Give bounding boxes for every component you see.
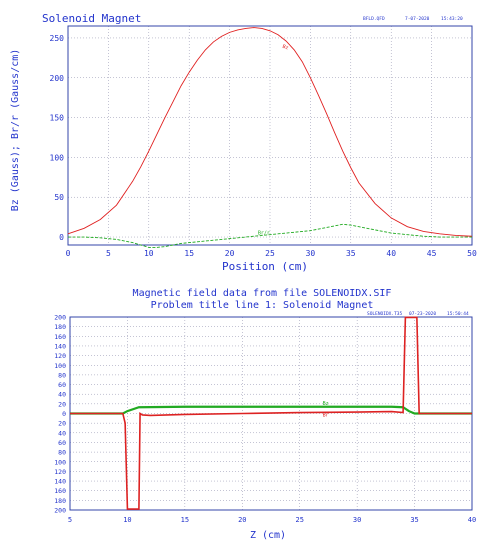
- chart2-y-tick-label: 100: [54, 458, 66, 466]
- chart1-y-tick-label: 250: [50, 34, 65, 43]
- chart2-y-tick-label: 60: [58, 439, 66, 447]
- chart2-title: Magnetic field data from file SOLENOIDX.…: [133, 288, 392, 299]
- chart2-series-bz: [70, 405, 472, 415]
- chart1-frame: [67, 25, 473, 246]
- chart1-y-tick-label: 100: [50, 153, 65, 162]
- chart2-x-tick-label: 40: [468, 516, 476, 524]
- chart2-subtitle: Problem title line 1: Solenoid Magnet: [151, 300, 374, 311]
- chart1-y-tick-label: 150: [50, 114, 65, 123]
- chart2-y-tick-label: 180: [54, 323, 66, 331]
- chart2-y-tick-label: 120: [54, 352, 66, 360]
- chart2-y-tick-label: 100: [54, 362, 66, 370]
- chart1-header-file: BFLD.QFD: [363, 16, 385, 22]
- chart2-y-tick-label: 120: [54, 468, 66, 476]
- chart2-x-tick-label: 30: [353, 516, 361, 524]
- chart2-x-axis-label: Z (cm): [250, 530, 286, 541]
- chart1-x-tick-label: 40: [386, 249, 396, 258]
- chart1-series-br-r: [68, 223, 472, 248]
- chart2-y-tick-label: 20: [58, 400, 66, 408]
- chart1-x-axis-label: Position (cm): [222, 260, 308, 273]
- chart2-y-tick-label: 20: [58, 420, 66, 428]
- chart2-plot: 5 10 15 20 25 30 35 402001801601401201008060402…: [54, 314, 476, 525]
- chart2-header-time: 15:50:44: [447, 311, 469, 317]
- chart2-y-tick-label: 200: [54, 314, 66, 322]
- chart2-x-tick-label: 20: [238, 516, 246, 524]
- chart2-y-tick-label: 80: [58, 371, 66, 379]
- chart2-y-tick-label: 140: [54, 342, 66, 350]
- chart1-title: Solenoid Magnet: [42, 12, 141, 25]
- chart2-series-label-bz: Bz: [323, 401, 329, 407]
- chart1-series-label-br-r: Br/r: [258, 231, 270, 237]
- chart2-y-tick-label: 160: [54, 487, 66, 495]
- chart2-header-date: 07-23-2020: [409, 311, 436, 317]
- chart2-x-tick-label: 25: [295, 516, 303, 524]
- chart1-x-tick-label: 10: [144, 249, 154, 258]
- chart1-x-tick-label: 15: [184, 249, 194, 258]
- chart1-x-tick-label: 5: [106, 249, 111, 258]
- chart2-y-tick-label: 60: [58, 381, 66, 389]
- chart2-y-tick-label: 40: [58, 429, 66, 437]
- chart2-y-tick-label: 80: [58, 449, 66, 457]
- chart1-y-tick-label: 50: [54, 193, 64, 202]
- chart1-x-tick-label: 0: [66, 249, 71, 258]
- chart1-header-date: 7-07-2020: [405, 16, 430, 22]
- chart2-y-tick-label: 140: [54, 478, 66, 486]
- chart1-y-tick-label: 0: [59, 233, 64, 242]
- chart2-series-label-br: Br: [323, 412, 329, 418]
- chart1-series-bz: [67, 27, 473, 237]
- chart2-x-tick-label: 5: [68, 516, 72, 524]
- chart2-y-tick-label: 0: [62, 410, 66, 418]
- chart1-x-tick-label: 30: [306, 249, 316, 258]
- chart1-y-tick-label: 200: [50, 74, 65, 83]
- chart1-x-tick-label: 45: [427, 249, 437, 258]
- chart2-y-tick-label: 200: [54, 507, 66, 515]
- chart1-series-label-bz: Bz: [281, 44, 289, 52]
- chart1-x-tick-label: 20: [225, 249, 235, 258]
- chart2-header-file: SOLENOIDX.T35: [367, 311, 403, 317]
- chart2-y-tick-label: 160: [54, 333, 66, 341]
- chart2-y-tick-label: 40: [58, 391, 66, 399]
- chart2-x-tick-label: 10: [123, 516, 131, 524]
- chart2-x-tick-label: 15: [181, 516, 189, 524]
- chart2-x-tick-label: 35: [410, 516, 418, 524]
- chart2-series-br: [70, 316, 472, 510]
- chart2-y-tick-label: 180: [54, 497, 66, 505]
- chart1-x-tick-label: 50: [467, 249, 477, 258]
- chart1-plot: 0 5 10 15 20 25 30 35 40 45 50 0 50 100 150 200 250 Bz Br/…: [50, 25, 477, 258]
- chart1-x-tick-label: 35: [346, 249, 356, 258]
- chart1-header-time: 15:43:20: [441, 16, 463, 22]
- chart1-y-axis-label: Bz (Gauss); Br/r (Gauss/cm): [10, 49, 21, 212]
- chart1-x-tick-label: 25: [265, 249, 275, 258]
